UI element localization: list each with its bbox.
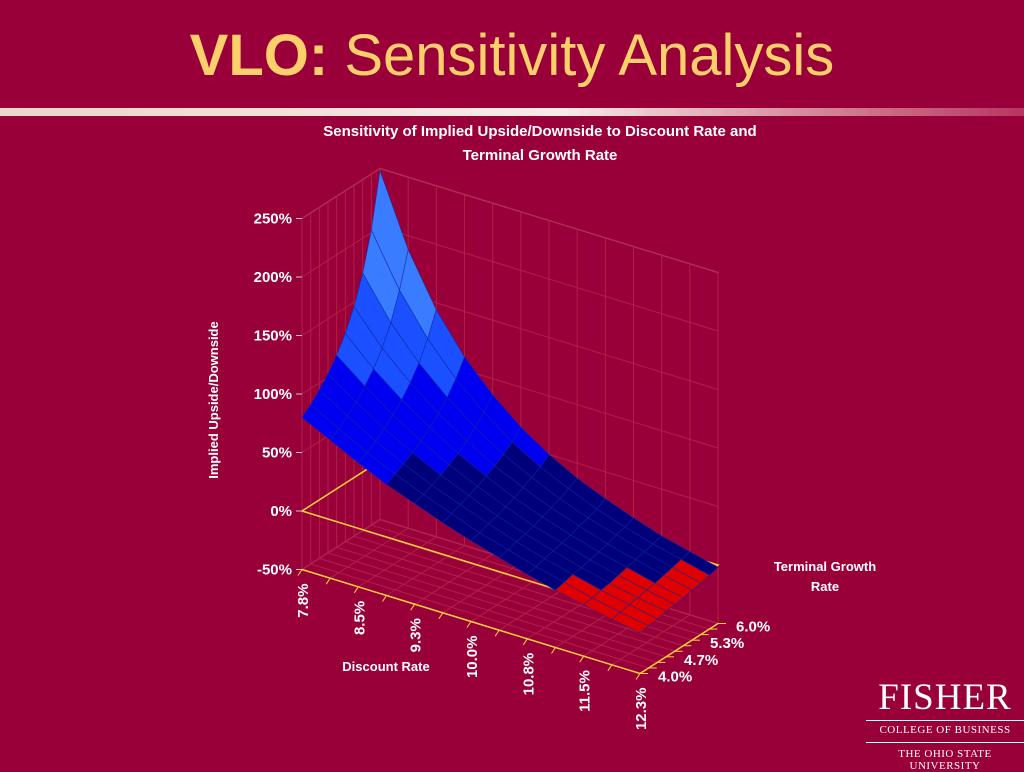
slide-title-rest: Sensitivity Analysis bbox=[328, 23, 835, 88]
x-tick-label: 9.3% bbox=[408, 618, 425, 652]
chart-title-line-2: Terminal Growth Rate bbox=[462, 147, 618, 164]
x-floor-gridline bbox=[414, 553, 493, 605]
logo-wordmark: FISHER bbox=[878, 677, 1012, 718]
x-floor-gridline bbox=[386, 545, 465, 596]
x-tick-label: 10.0% bbox=[464, 636, 481, 679]
z-gridline bbox=[301, 167, 719, 273]
chart-surface bbox=[301, 170, 719, 633]
y-axis-title-line-2: Rate bbox=[811, 579, 839, 594]
slide-title: VLO: Sensitivity Analysis bbox=[0, 22, 1024, 89]
x-floor-gridline bbox=[611, 614, 691, 666]
chart-labels: -50% 0% 50% 100% 150% 200% 250% 7.8% 8.5% 9.3% 10.… bbox=[206, 211, 876, 731]
x-tick-mark bbox=[466, 621, 472, 628]
x-tick-mark bbox=[410, 603, 416, 611]
y-tick-label: 4.7% bbox=[684, 652, 718, 669]
x-tick-label: 10.8% bbox=[520, 653, 537, 696]
y-floor-gridline bbox=[310, 563, 649, 669]
x-tick-mark bbox=[551, 647, 556, 654]
z-tick-label: 250% bbox=[254, 211, 292, 228]
y-tick-label: 6.0% bbox=[736, 619, 770, 636]
x-floor-gridline bbox=[442, 562, 522, 614]
x-tick-mark bbox=[325, 577, 331, 585]
y-floor-gridline bbox=[327, 552, 667, 658]
x-floor-gridline bbox=[470, 571, 550, 622]
x-tick-label: 11.5% bbox=[577, 670, 594, 712]
logo-college: COLLEGE OF BUSINESS bbox=[879, 724, 1011, 736]
chart-axes bbox=[296, 218, 726, 680]
x-tick-mark bbox=[382, 595, 387, 602]
y-floor-gridline bbox=[345, 541, 684, 647]
x-tick-mark bbox=[579, 655, 585, 663]
y-axis-line bbox=[639, 622, 719, 675]
x-tick-mark bbox=[494, 629, 500, 637]
x-tick-label: 8.5% bbox=[351, 601, 368, 635]
slide-title-bold: VLO: bbox=[189, 23, 329, 88]
z-tick-label: 50% bbox=[262, 445, 292, 462]
y-tick-label: 5.3% bbox=[710, 635, 744, 652]
x-tick-mark bbox=[635, 673, 641, 680]
y-axis-title-line-1: Terminal Growth bbox=[774, 559, 876, 574]
x-floor-gridline bbox=[358, 536, 437, 588]
chart-title: Sensitivity of Implied Upside/Downside t… bbox=[220, 120, 860, 168]
x-tick-label: 12.3% bbox=[633, 688, 650, 731]
x-axis-title: Discount Rate bbox=[342, 659, 429, 674]
x-tick-mark bbox=[438, 612, 444, 620]
logo-university: THE OHIO STATE UNIVERSITY bbox=[898, 748, 992, 772]
x-tick-mark bbox=[607, 664, 613, 672]
chart-title-line-1: Sensitivity of Implied Upside/Downside t… bbox=[323, 123, 757, 140]
z-tick-label: 200% bbox=[254, 269, 292, 286]
title-divider bbox=[0, 108, 1024, 116]
x-tick-mark bbox=[353, 586, 359, 594]
y-tick-label: 4.0% bbox=[658, 669, 692, 686]
y-floor-gridline bbox=[336, 546, 675, 652]
y-floor-gridline bbox=[319, 557, 658, 663]
logo-divider-1 bbox=[866, 720, 1024, 721]
logo-divider-2 bbox=[866, 742, 1024, 743]
x-floor-gridline bbox=[301, 519, 381, 570]
fisher-logo: FISHER COLLEGE OF BUSINESS THE OHIO STAT… bbox=[866, 677, 1024, 772]
z-tick-label: 0% bbox=[270, 503, 292, 520]
x-tick-mark bbox=[297, 569, 303, 576]
chart-floor bbox=[300, 460, 720, 616]
zero-plane bbox=[300, 460, 720, 616]
z-tick-label: 150% bbox=[254, 328, 292, 345]
surface-patch bbox=[611, 612, 650, 633]
x-tick-label: 7.8% bbox=[295, 584, 312, 618]
z-axis-title: Implied Upside/Downside bbox=[206, 321, 221, 478]
z-tick-label: -50% bbox=[257, 562, 292, 579]
z-tick-label: 100% bbox=[254, 386, 292, 403]
x-tick-mark bbox=[522, 638, 528, 646]
x-floor-gridline bbox=[329, 527, 409, 579]
